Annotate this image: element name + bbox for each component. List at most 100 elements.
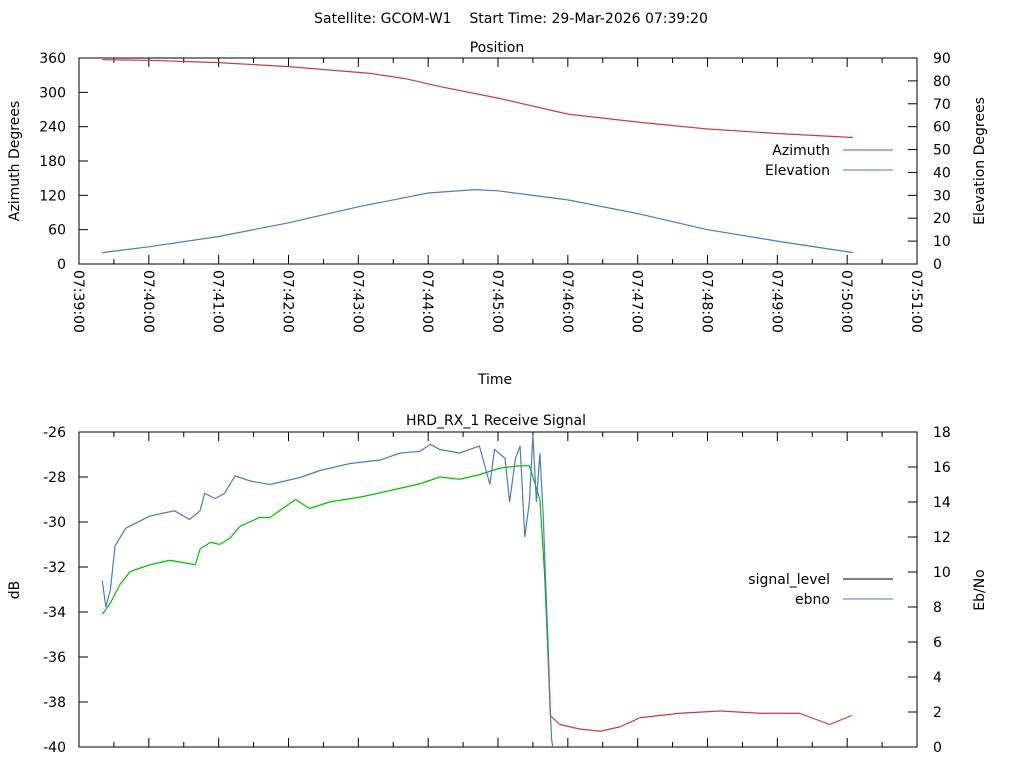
x-tick-label: 07:42:00 <box>280 270 296 333</box>
signal-level-segment <box>479 467 501 476</box>
position-plot: Position Time Azimuth Degrees Elevation … <box>7 40 988 388</box>
signal-level-segment <box>419 476 440 485</box>
x-tick-label: 07:49:00 <box>768 270 784 333</box>
y-tick-label: 60 <box>48 223 66 239</box>
x-tick-label: 07:51:00 <box>908 270 924 333</box>
signal-level-segment <box>639 712 680 719</box>
signal-level-segment <box>380 487 401 494</box>
signal-level-segment <box>194 548 201 565</box>
x-tick-label: 07:41:00 <box>210 270 226 333</box>
signal-level-segment <box>459 474 480 480</box>
position-plot-title: Position <box>470 40 525 56</box>
signal-level-segment <box>579 728 601 732</box>
x-tick-label: 07:43:00 <box>349 270 365 333</box>
x-tick-label: 07:40:00 <box>140 270 156 333</box>
signal-level-segment <box>269 499 296 518</box>
signal-level-segment <box>239 516 260 528</box>
y-tick-label: 120 <box>39 188 66 204</box>
receive-signal-plot-title: HRD_RX_1 Receive Signal <box>406 413 586 429</box>
signal-level-segment <box>109 584 121 604</box>
y-tick-label: -28 <box>43 470 66 486</box>
signal-level-segment <box>219 537 231 546</box>
signal-level-segment <box>500 465 521 469</box>
y2-tick-label: 30 <box>933 188 951 204</box>
y-tick-label: -40 <box>43 740 66 756</box>
legend-signal-level-label: signal_level <box>748 572 830 588</box>
signal-level-segment <box>309 501 331 510</box>
signal-level-segment <box>199 541 211 550</box>
signal-level-segment <box>130 564 151 573</box>
signal-level-segment <box>229 526 241 539</box>
y2-tick-label: 8 <box>933 600 942 616</box>
signal-level-segment <box>101 602 111 615</box>
plot-frame <box>78 431 918 748</box>
y2-tick-label: 6 <box>933 635 942 651</box>
signal-level-segment <box>330 496 360 503</box>
y2-tick-label: 70 <box>933 97 951 113</box>
y-tick-label: 180 <box>39 154 66 170</box>
signal-level-segment <box>210 541 220 546</box>
ebno-axis-label: Eb/No <box>972 569 988 611</box>
y-tick-label: -36 <box>43 650 66 666</box>
legend-ebno-label: ebno <box>795 592 830 608</box>
signal-level-segment <box>169 559 196 566</box>
ebno-line <box>101 435 554 748</box>
chart-main-title: Satellite: GCOM-W1 Start Time: 29-Mar-20… <box>314 11 708 27</box>
y-tick-label: 240 <box>39 120 66 136</box>
signal-level-segment <box>720 710 760 714</box>
y2-tick-label: 4 <box>933 670 942 686</box>
signal-level-segment <box>439 476 460 480</box>
db-axis-label: dB <box>7 581 23 600</box>
y2-tick-label: 20 <box>933 211 951 227</box>
y-tick-label: 300 <box>39 85 66 101</box>
y2-tick-label: 10 <box>933 565 951 581</box>
x-tick-label: 07:48:00 <box>699 270 715 333</box>
legend-azimuth-label: Azimuth <box>772 143 830 159</box>
signal-level-segment <box>619 717 641 728</box>
signal-level-segment <box>149 559 170 566</box>
azimuth-axis-label: Azimuth Degrees <box>7 101 23 221</box>
signal-level-segment <box>539 499 546 574</box>
signal-level-segment <box>359 492 381 498</box>
y-tick-label: -26 <box>43 425 66 441</box>
y2-tick-label: 50 <box>933 143 951 159</box>
signal-level-segment <box>400 483 421 489</box>
y-tick-label: -38 <box>43 695 66 711</box>
x-tick-label: 07:46:00 <box>559 270 575 333</box>
y2-tick-label: 2 <box>933 705 942 721</box>
legend-elevation-label: Elevation <box>765 163 830 179</box>
y-tick-label: 360 <box>39 51 66 67</box>
x-tick-label: 07:47:00 <box>629 270 645 333</box>
y2-tick-label: 40 <box>933 165 951 181</box>
y2-tick-label: 10 <box>933 234 951 250</box>
y-tick-label: -32 <box>43 560 66 576</box>
y2-tick-label: 90 <box>933 51 951 67</box>
azimuth-line <box>102 59 854 139</box>
y-tick-label: -34 <box>43 605 66 621</box>
signal-level-segment <box>549 715 561 725</box>
elevation-axis-label: Elevation Degrees <box>972 97 988 225</box>
x-tick-label: 07:50:00 <box>838 270 854 333</box>
y-tick-label: -30 <box>43 515 66 531</box>
signal-level-segment <box>295 498 310 510</box>
x-tick-label: 07:45:00 <box>489 270 505 333</box>
signal-level-segment <box>799 712 830 726</box>
y2-tick-label: 60 <box>933 120 951 136</box>
signal-level-segment <box>559 723 580 730</box>
y2-tick-label: 0 <box>933 740 942 756</box>
y2-tick-label: 16 <box>933 460 951 476</box>
y2-tick-label: 14 <box>933 495 951 511</box>
receive-signal-plot: HRD_RX_1 Receive Signal dB Eb/No signal_… <box>7 413 988 756</box>
y2-tick-label: 0 <box>933 257 942 273</box>
position-x-axis-label: Time <box>477 372 512 388</box>
x-tick-label: 07:39:00 <box>70 270 86 333</box>
signal-level-segment <box>829 714 853 726</box>
x-tick-label: 07:44:00 <box>419 270 435 333</box>
elevation-line <box>102 188 854 254</box>
signal-level-segment <box>679 710 721 714</box>
y2-tick-label: 12 <box>933 530 951 546</box>
signal-level-segment <box>119 571 131 586</box>
signal-level-segment <box>600 726 621 732</box>
y2-tick-label: 80 <box>933 74 951 90</box>
y2-tick-label: 18 <box>933 425 951 441</box>
